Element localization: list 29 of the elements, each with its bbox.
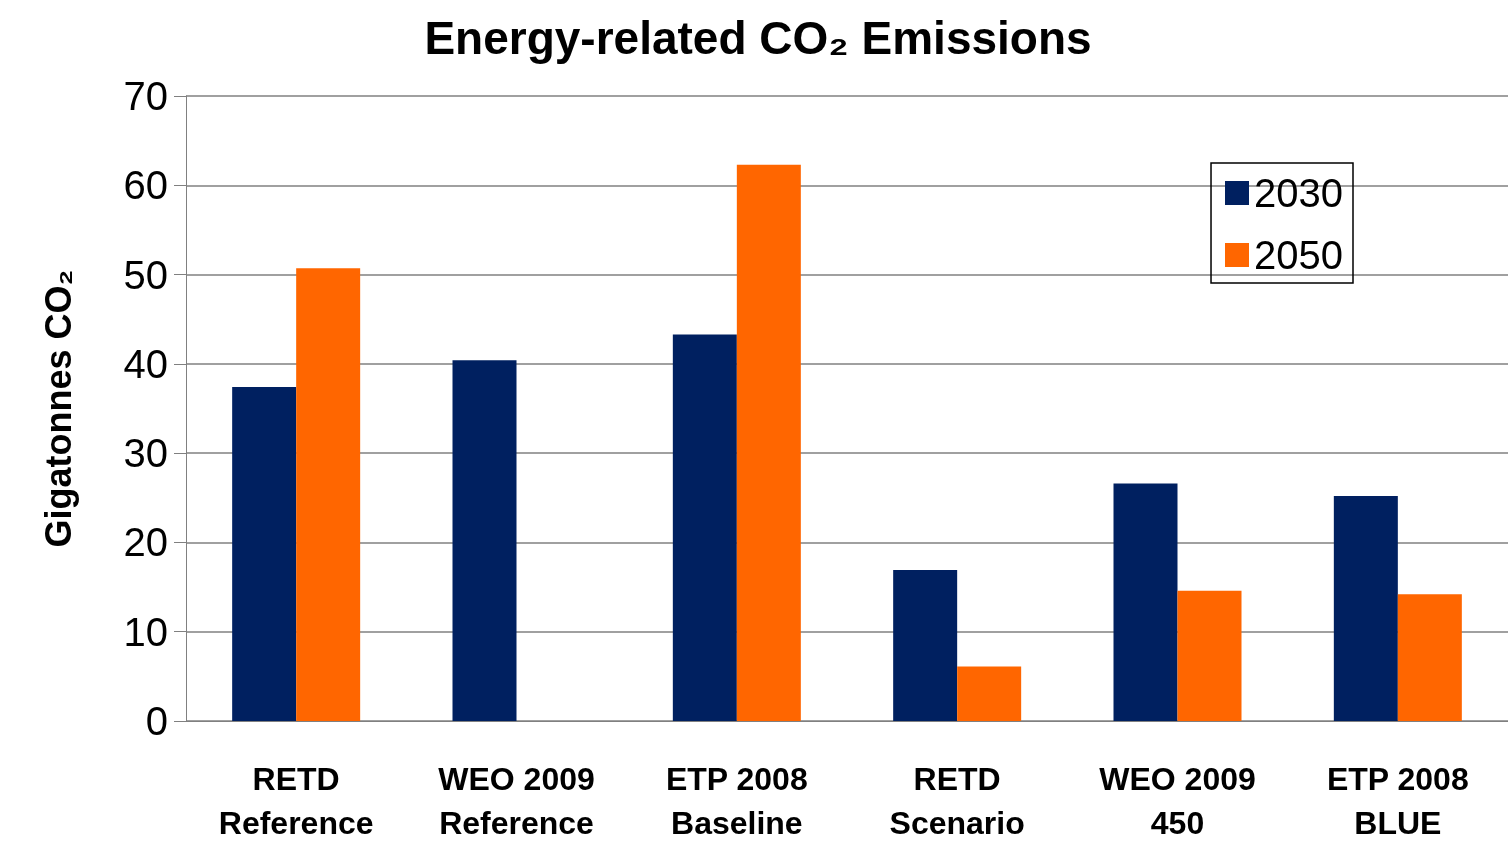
bar — [1333, 496, 1398, 721]
bar — [1113, 483, 1178, 721]
y-tick-label: 0 — [145, 699, 168, 743]
y-tick-label: 70 — [123, 74, 168, 118]
bar — [957, 666, 1022, 721]
x-tick-label: WEO 2009 Reference — [438, 761, 595, 841]
bar — [296, 268, 361, 721]
legend-label: 2050 — [1254, 233, 1343, 277]
legend-label: 2030 — [1254, 171, 1343, 215]
y-axis-title: Gigatonnes CO₂ — [37, 269, 79, 548]
y-tick-label: 10 — [123, 609, 168, 654]
bar — [736, 164, 801, 721]
bar — [232, 387, 297, 721]
bar — [1397, 594, 1462, 721]
y-tick-label: 60 — [123, 163, 168, 208]
chart-title: Energy-related CO₂ Emissions — [424, 12, 1092, 64]
x-tick-label: ETP 2008 BLUE — [1326, 761, 1469, 841]
y-tick-label: 30 — [123, 431, 168, 476]
y-tick-label: 50 — [123, 252, 168, 297]
bar — [893, 570, 958, 721]
x-tick-label: RETD Scenario — [889, 761, 1025, 841]
y-tick-label: 40 — [123, 341, 168, 386]
x-tick-label: RETD Reference — [218, 761, 374, 841]
bar — [672, 334, 737, 721]
bar — [452, 360, 517, 721]
x-tick-label: WEO 2009 450 — [1099, 761, 1256, 841]
x-tick-label: ETP 2008 Baseline — [665, 761, 808, 841]
y-tick-label: 20 — [123, 520, 168, 565]
bar — [1177, 590, 1242, 721]
